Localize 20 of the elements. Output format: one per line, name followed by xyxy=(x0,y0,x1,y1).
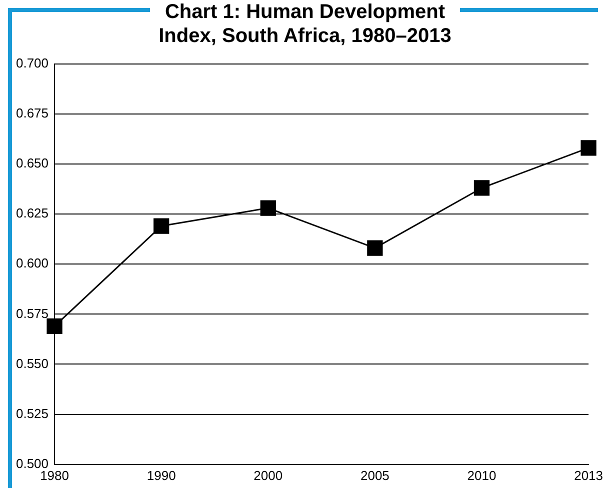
point xyxy=(260,200,276,216)
point xyxy=(46,318,62,334)
chart-title: Chart 1: Human Development Index, South Africa, 1980–2013 xyxy=(150,0,460,48)
point xyxy=(367,240,383,256)
y-tick-label: 0.575 xyxy=(16,306,49,321)
x-tick-label: 2005 xyxy=(360,468,390,483)
point xyxy=(580,140,596,156)
y-tick-label: 0.625 xyxy=(16,206,49,221)
y-tick-label: 0.675 xyxy=(16,105,49,120)
y-tick-label: 0.525 xyxy=(16,406,49,421)
x-tick-label: 2010 xyxy=(467,468,496,483)
y-tick-label: 0.550 xyxy=(16,356,49,371)
x-tick-label: 2013 xyxy=(574,468,603,483)
x-tick-label: 1990 xyxy=(146,468,176,483)
y-tick-label: 0.650 xyxy=(16,156,49,171)
y-tick-label: 0.600 xyxy=(16,256,49,271)
point xyxy=(474,180,490,196)
x-tick-label: 2000 xyxy=(254,468,283,483)
y-tick-label: 0.700 xyxy=(16,55,49,70)
point xyxy=(154,218,170,234)
